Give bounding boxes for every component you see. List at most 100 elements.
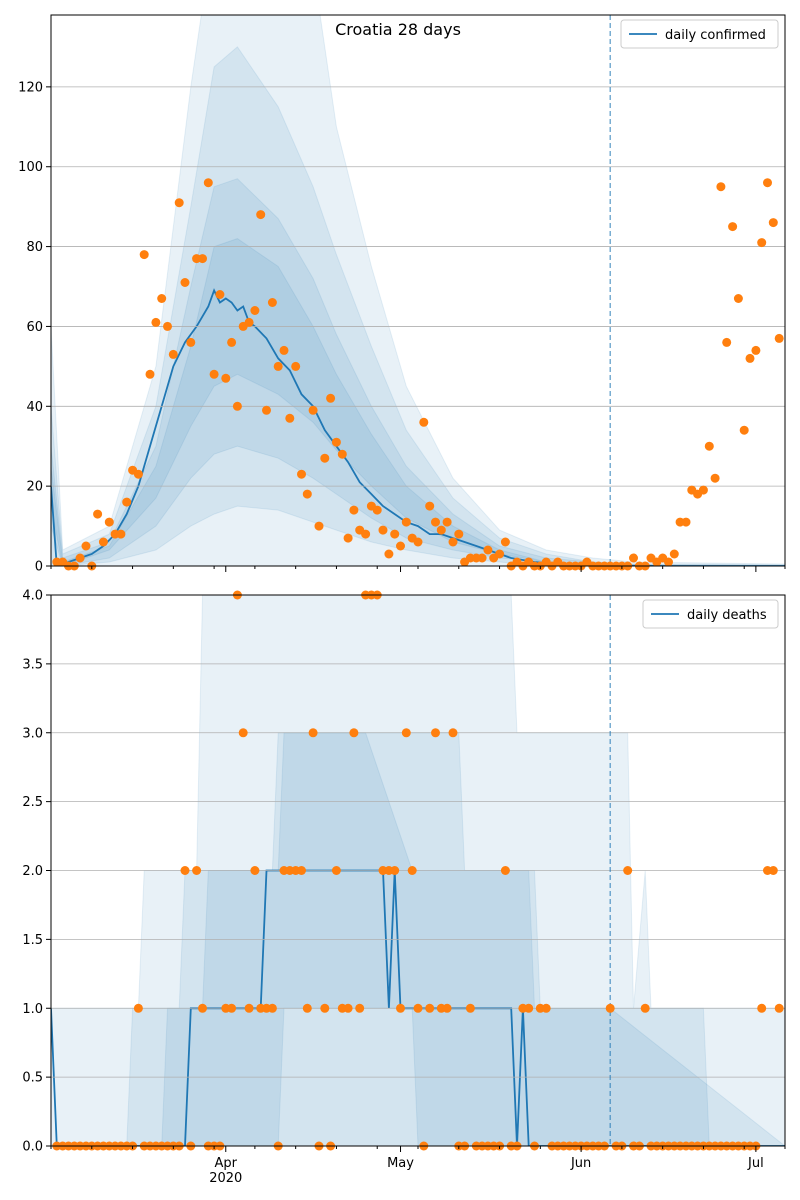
data-point <box>669 549 679 559</box>
data-point <box>436 525 446 535</box>
data-point <box>308 728 318 738</box>
data-point <box>180 278 190 287</box>
data-point <box>227 1003 237 1013</box>
data-point <box>163 321 172 331</box>
data-point <box>745 353 755 363</box>
data-point <box>151 317 161 327</box>
uncertainty-band-outer <box>51 15 785 566</box>
data-point <box>93 509 103 519</box>
confirmed-cases-panel: 0 20 40 60 80 100 120 Croatia 28 days daily conf… <box>18 14 786 575</box>
deaths-panel: 0.0 0.5 1.0 1.5 2.0 2.5 3.0 3.5 4.0 Apr May Jun Jul 2… <box>22 589 786 1186</box>
data-point <box>390 866 400 875</box>
data-point <box>355 1003 365 1013</box>
uncertainty-band-inner <box>51 178 785 566</box>
plot-area <box>51 15 785 566</box>
data-point <box>413 537 423 547</box>
data-point <box>431 728 440 738</box>
data-point <box>361 529 371 539</box>
legend-label: daily deaths <box>687 608 767 623</box>
data-point <box>133 469 143 479</box>
data-point <box>256 210 266 220</box>
data-point <box>495 549 505 559</box>
data-point <box>431 517 440 527</box>
data-point <box>483 545 493 555</box>
data-point <box>192 866 202 875</box>
data-point <box>757 1003 767 1013</box>
data-point <box>396 1003 405 1013</box>
data-point <box>442 1003 452 1013</box>
data-point <box>267 1003 277 1013</box>
data-point <box>285 413 295 423</box>
uncertainty-band-middle <box>51 46 785 566</box>
data-point <box>757 238 767 248</box>
data-point <box>203 178 213 188</box>
x-tick-label: Jun <box>570 1156 591 1171</box>
data-point <box>186 337 196 347</box>
data-point <box>407 866 417 875</box>
y-tick-label: 1.0 <box>22 1002 43 1017</box>
data-point <box>448 537 458 547</box>
y-tick-label: 2.5 <box>22 795 43 810</box>
observed-points <box>52 178 784 571</box>
data-point <box>215 290 225 299</box>
data-point <box>454 529 464 539</box>
data-point <box>477 553 487 563</box>
data-point <box>302 489 312 499</box>
y-tick-label: 3.5 <box>22 657 43 672</box>
data-point <box>209 369 219 379</box>
data-point <box>244 1003 254 1013</box>
legend: daily deaths <box>642 599 779 629</box>
data-point <box>425 1003 435 1013</box>
data-point <box>291 361 301 371</box>
series-line-daily-confirmed <box>51 288 785 566</box>
data-point <box>279 345 289 355</box>
data-point <box>297 469 306 479</box>
data-point <box>425 501 435 511</box>
data-point <box>133 1003 143 1013</box>
data-point <box>390 529 400 539</box>
data-point <box>104 517 114 527</box>
data-point <box>401 728 411 738</box>
data-point <box>139 250 149 260</box>
y-tick-label: 60 <box>26 320 43 335</box>
data-point <box>320 1003 330 1013</box>
data-point <box>250 866 260 875</box>
data-point <box>763 178 772 188</box>
y-tick-label: 4.0 <box>22 589 43 604</box>
data-point <box>704 441 714 451</box>
data-point <box>629 553 638 563</box>
data-point <box>326 393 336 403</box>
data-point <box>623 866 633 875</box>
data-point <box>302 1003 312 1013</box>
data-point <box>774 1003 784 1013</box>
data-point <box>320 453 330 463</box>
x-tick-label: Apr <box>215 1156 238 1171</box>
data-point <box>244 317 254 327</box>
data-point <box>739 425 749 435</box>
data-point <box>524 1003 534 1013</box>
data-point <box>221 373 231 383</box>
data-point <box>75 553 85 563</box>
data-point <box>442 517 452 527</box>
data-point <box>198 254 207 264</box>
y-tick-label: 80 <box>26 240 43 255</box>
data-point <box>768 866 778 875</box>
data-point <box>238 728 248 738</box>
data-point <box>198 1003 207 1013</box>
legend-box <box>642 599 779 629</box>
data-point <box>774 333 784 343</box>
x-tick-label: Jul <box>747 1156 764 1171</box>
y-tick-label: 100 <box>18 160 43 175</box>
data-point <box>174 198 184 208</box>
data-point <box>500 537 510 547</box>
y-tick-label: 120 <box>18 80 43 95</box>
data-point <box>384 549 394 559</box>
data-point <box>372 505 382 515</box>
legend: daily confirmed <box>620 19 779 49</box>
y-tick-label: 2.0 <box>22 864 43 879</box>
data-point <box>145 369 155 379</box>
uncertainty-band-core <box>51 238 785 566</box>
data-point <box>308 405 318 415</box>
data-point <box>710 473 720 483</box>
